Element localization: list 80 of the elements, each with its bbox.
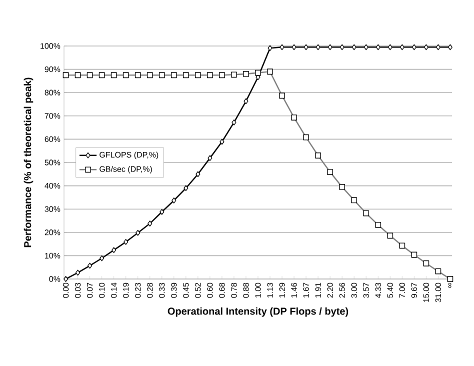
x-tick-label: 0.00 [62, 282, 69, 298]
x-tick-label: 0.88 [243, 282, 249, 298]
x-tick-label: 0.19 [123, 282, 129, 298]
point [100, 255, 104, 262]
legend-label: GFLOPS (DP,%) [100, 152, 158, 160]
point [148, 220, 152, 226]
x-tick-label: 3.57 [363, 282, 369, 298]
point [328, 44, 332, 50]
y-tick-label: 40% [44, 182, 60, 189]
y-tick-label: 90% [44, 66, 60, 72]
point [424, 44, 428, 50]
point [136, 230, 140, 236]
point [352, 44, 356, 50]
x-tick-label: 0.60 [207, 282, 213, 298]
y-tick-label: 10% [45, 252, 60, 259]
x-tick-label: 0.39 [171, 282, 177, 298]
x-tick-label: 7.00 [399, 282, 405, 298]
point [304, 44, 308, 50]
point [64, 276, 68, 282]
point [244, 98, 248, 104]
x-tick-label: 1.13 [267, 282, 273, 298]
point [340, 44, 344, 50]
point [124, 238, 128, 245]
y-tick-label: 60% [44, 136, 60, 142]
point [160, 208, 164, 215]
x-tick-label: 2.20 [327, 282, 333, 298]
point [172, 198, 176, 204]
y-tick-label: 80% [44, 90, 60, 96]
x-tick-label: 1.29 [279, 282, 285, 298]
x-axis-title: Operational Intensity (DP Flops / byte) [168, 307, 348, 317]
point [376, 44, 380, 50]
y-tick-label: 50% [44, 160, 60, 166]
x-tick-label: 0.33 [159, 282, 165, 298]
point [448, 44, 452, 50]
y-tick-label: 70% [44, 113, 60, 119]
point [364, 44, 368, 50]
y-tick-label: 30% [44, 206, 60, 212]
point [316, 44, 320, 50]
point [232, 119, 236, 126]
x-tick-label: 0.10 [99, 282, 105, 298]
point [388, 44, 392, 50]
point [76, 270, 80, 276]
x-tick-label: 0.78 [231, 282, 237, 298]
x-tick-label: 0.45 [183, 282, 189, 298]
x-tick-label: 1.91 [315, 282, 321, 298]
point [292, 44, 296, 50]
point [112, 247, 116, 254]
x-tick-label: 1.00 [255, 282, 261, 298]
y-tick-label: 100% [40, 43, 60, 49]
point [208, 155, 212, 162]
x-tick-label: 2.56 [339, 282, 345, 298]
x-tick-label: 0.28 [147, 282, 153, 298]
x-tick-label: ∞ [448, 282, 452, 288]
x-tick-label: 0.68 [219, 282, 225, 298]
x-tick-label: 31.00 [435, 282, 442, 302]
x-tick-label: 0.03 [74, 282, 81, 298]
point [220, 138, 224, 145]
point [196, 171, 200, 178]
x-tick-label: 0.23 [135, 282, 141, 298]
point [88, 262, 92, 269]
x-tick-label: 0.14 [111, 282, 117, 298]
y-axis-title: Performance (% of theoretical peak) [24, 78, 34, 248]
x-tick-label: 0.52 [195, 282, 201, 298]
x-tick-label: 3.00 [351, 282, 357, 298]
x-tick-label: 1.46 [291, 282, 297, 298]
point [280, 44, 284, 50]
x-tick-label: 4.33 [375, 282, 381, 298]
x-tick-label: 1.67 [303, 282, 309, 298]
x-tick-label: 5.40 [387, 282, 393, 298]
point [268, 45, 272, 52]
legend-label: GB/sec (DP,%) [100, 166, 152, 174]
point [400, 44, 404, 50]
point [184, 185, 188, 192]
x-tick-label: 15.00 [423, 282, 429, 302]
y-tick-label: 0% [49, 276, 60, 282]
x-tick-label: 9.67 [411, 282, 417, 298]
x-tick-label: 0.07 [87, 282, 93, 298]
point [412, 44, 416, 50]
point [436, 44, 440, 50]
y-tick-label: 20% [44, 230, 60, 236]
